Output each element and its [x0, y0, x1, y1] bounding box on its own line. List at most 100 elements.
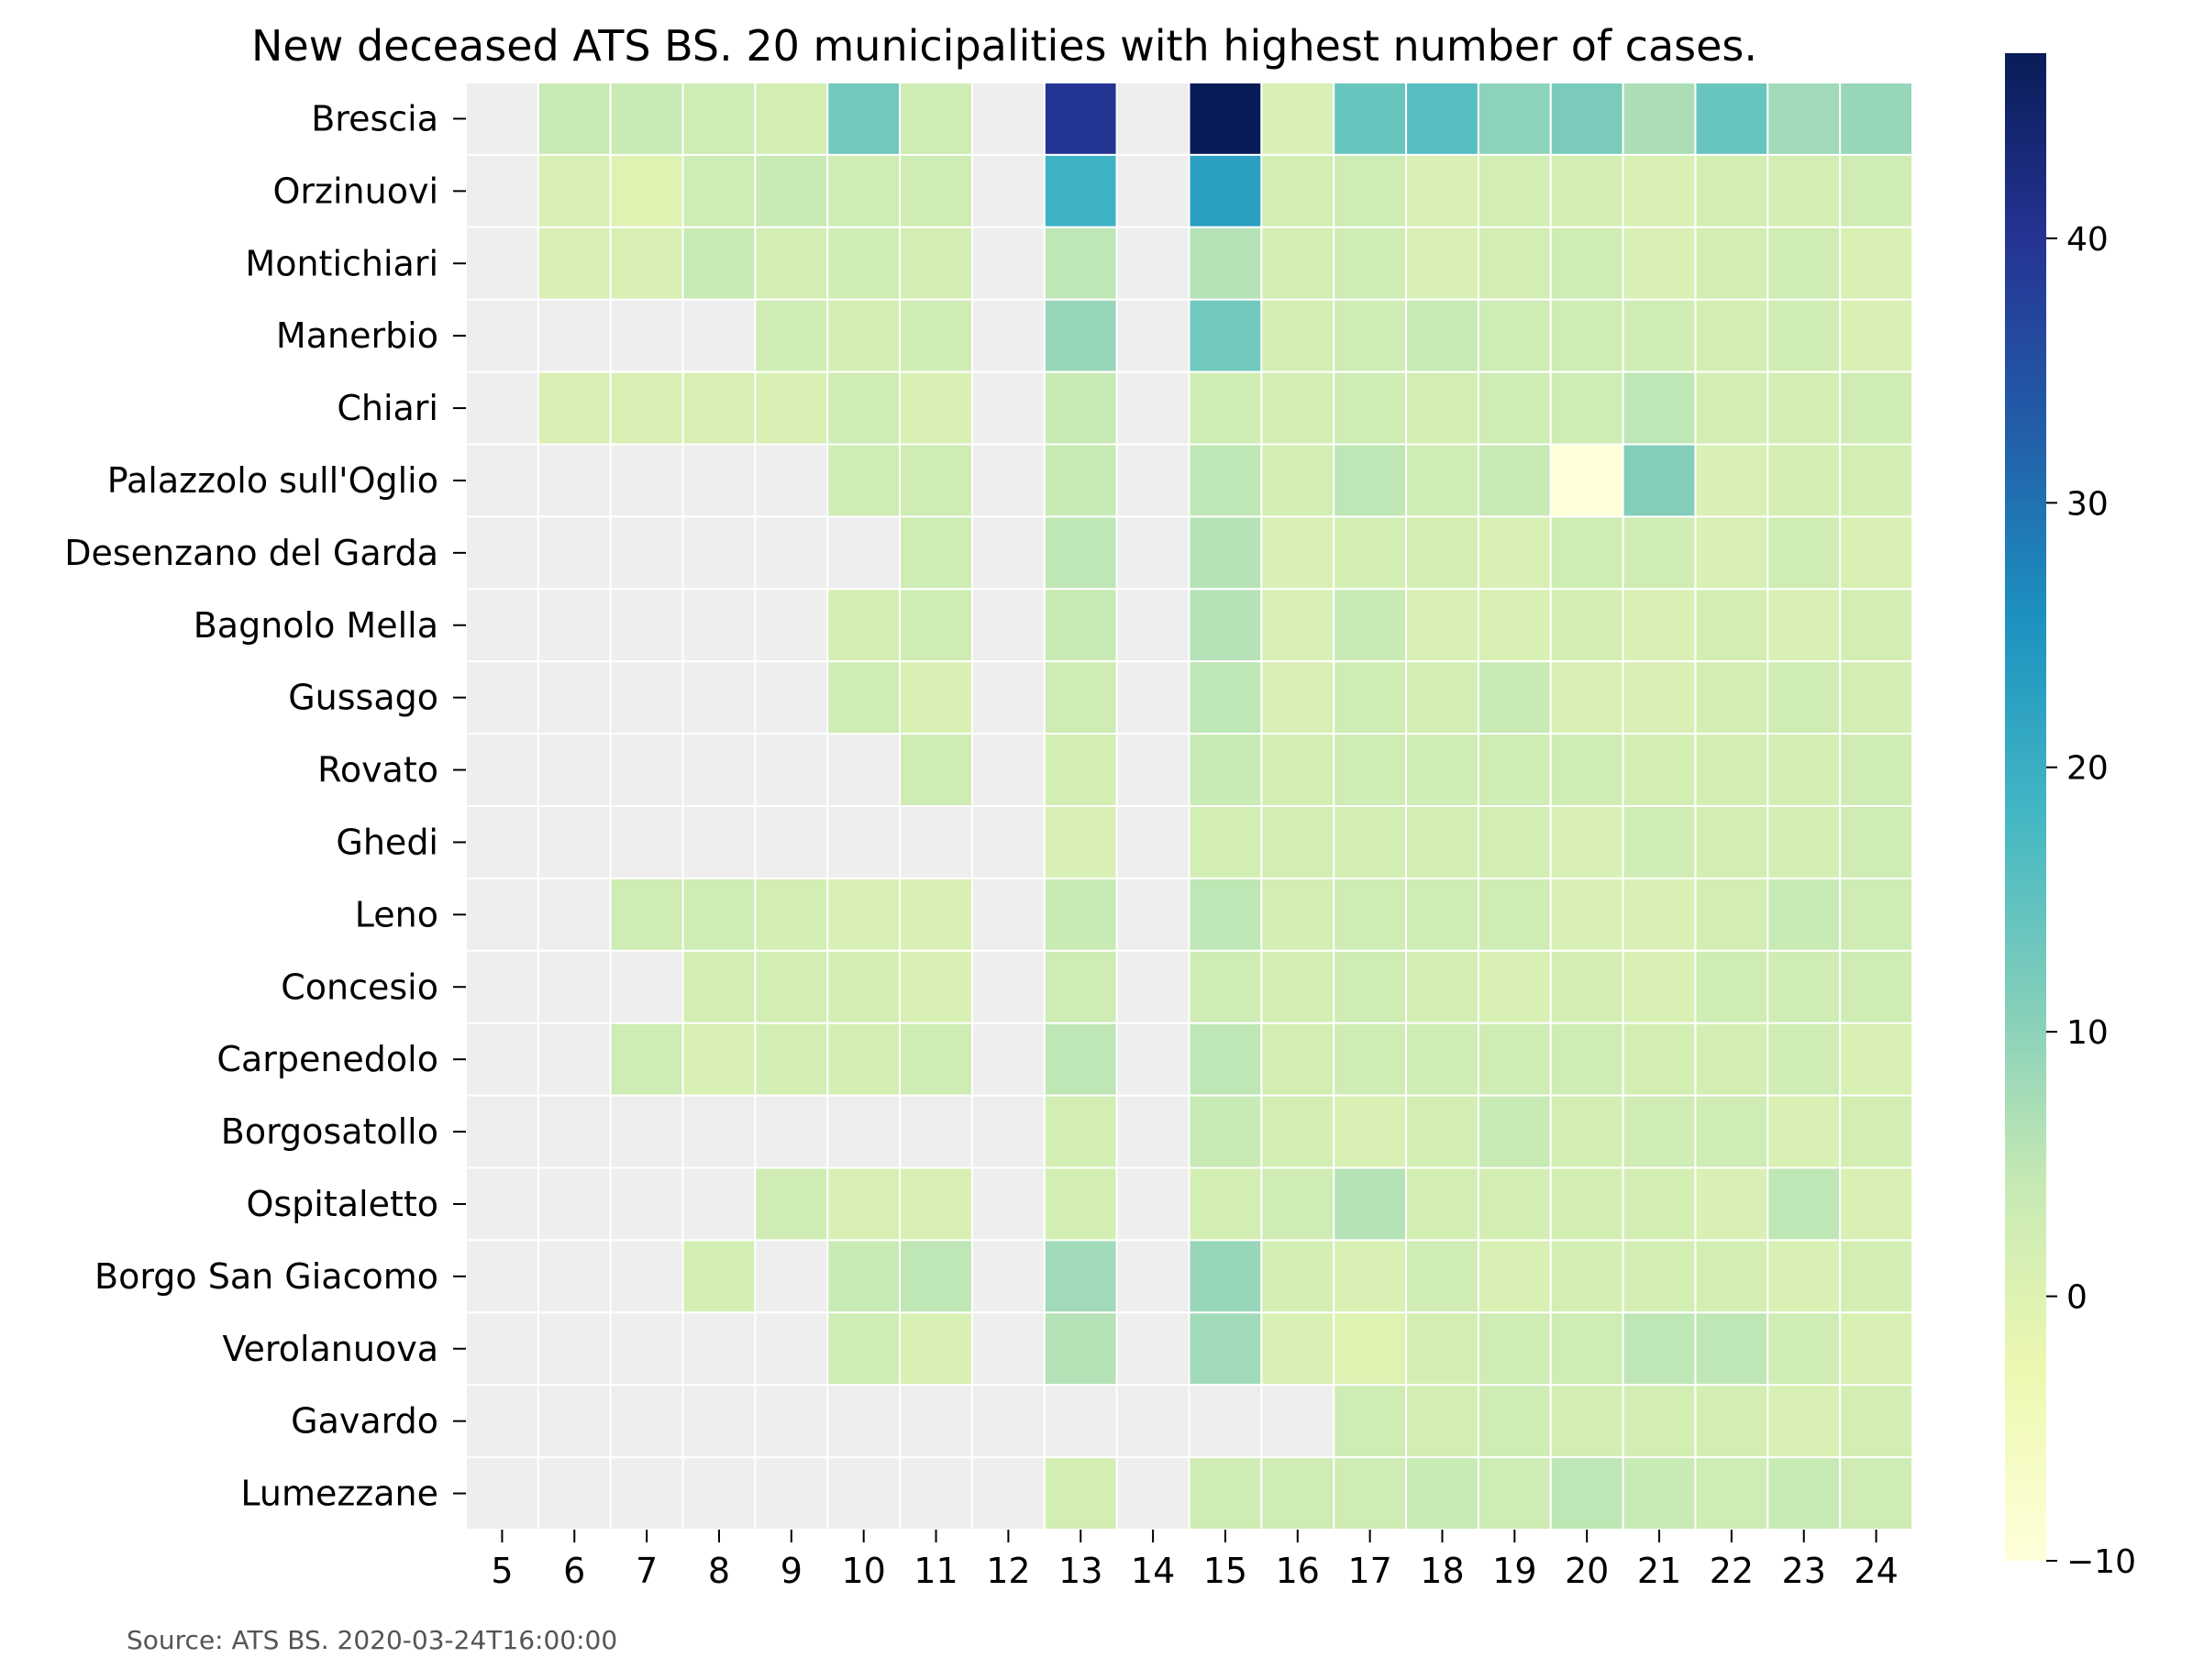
heatmap-cell: [1333, 877, 1408, 952]
colorbar-tick-label: 20: [2066, 750, 2109, 788]
heatmap-cell: [1622, 1384, 1697, 1459]
heatmap-cell: [1188, 153, 1263, 228]
x-tick-label: 17: [1347, 1551, 1391, 1591]
heatmap-cell: [1767, 1239, 1842, 1314]
heatmap-cell: [1839, 1384, 1914, 1459]
heatmap-cell: [1260, 877, 1335, 952]
y-tick-label: Manerbio: [276, 315, 438, 356]
heatmap-cell: [899, 443, 973, 518]
heatmap-cell: [1694, 733, 1769, 807]
heatmap-cell: [537, 877, 612, 952]
heatmap-cell: [899, 949, 973, 1024]
heatmap-cell: [1767, 298, 1842, 373]
heatmap-cell: [826, 443, 902, 518]
heatmap-cell: [1115, 443, 1191, 518]
heatmap-cell: [609, 1239, 684, 1314]
heatmap-cell: [1622, 1094, 1697, 1169]
heatmap-cell: [609, 370, 684, 446]
heatmap-cell: [1405, 733, 1479, 807]
heatmap-cell: [970, 660, 1046, 735]
colorbar-tick-label: −10: [2066, 1543, 2136, 1581]
heatmap-cell: [1767, 153, 1842, 228]
heatmap-cell: [1839, 660, 1914, 735]
heatmap-cell: [465, 877, 539, 952]
heatmap-cell: [1405, 949, 1479, 1024]
heatmap-cell: [754, 1456, 829, 1531]
heatmap-cell: [1405, 805, 1479, 879]
heatmap-cell: [465, 1456, 539, 1531]
heatmap-cell: [1260, 733, 1335, 807]
heatmap-cell: [681, 443, 757, 518]
heatmap-cell: [609, 877, 684, 952]
heatmap-cell: [1333, 588, 1408, 663]
heatmap-cell: [826, 1384, 902, 1459]
heatmap-cell: [1333, 443, 1408, 518]
heatmap-cell: [1260, 1094, 1335, 1169]
heatmap-cell: [1115, 1094, 1191, 1169]
heatmap-cell: [465, 805, 539, 879]
heatmap-cell: [1405, 226, 1479, 301]
heatmap-cell: [1477, 588, 1552, 663]
heatmap-cell: [1767, 877, 1842, 952]
heatmap-cell: [1839, 1094, 1914, 1169]
y-tick-label: Borgo San Giacomo: [94, 1256, 438, 1297]
heatmap-cell: [899, 877, 973, 952]
heatmap-cell: [537, 733, 612, 807]
heatmap-cell: [1477, 660, 1552, 735]
heatmap-cell: [1549, 733, 1624, 807]
heatmap-cell: [899, 226, 973, 301]
heatmap-cell: [826, 226, 902, 301]
x-tick-label: 12: [986, 1551, 1030, 1591]
x-tick-label: 18: [1420, 1551, 1464, 1591]
heatmap-cell: [1839, 588, 1914, 663]
heatmap-cell: [465, 1311, 539, 1387]
heatmap-cell: [754, 1094, 829, 1169]
heatmap-cell: [754, 1166, 829, 1242]
y-tick-label: Rovato: [317, 750, 438, 790]
heatmap-cell: [1694, 877, 1769, 952]
heatmap-cell: [537, 1022, 612, 1097]
chart-title: New deceased ATS BS. 20 municipalities w…: [251, 21, 1757, 71]
heatmap-cell: [681, 1022, 757, 1097]
heatmap-cell: [537, 370, 612, 446]
heatmap-cell: [1405, 1384, 1479, 1459]
heatmap-cell: [1477, 1456, 1552, 1531]
heatmap-cell: [1549, 515, 1624, 591]
heatmap-cell: [1694, 1384, 1769, 1459]
heatmap-cell: [1333, 1166, 1408, 1242]
y-tick-label: Ospitaletto: [246, 1184, 438, 1224]
heatmap-cell: [1549, 370, 1624, 446]
x-tick-label: 15: [1203, 1551, 1247, 1591]
y-tick-label: Gavardo: [291, 1401, 438, 1442]
heatmap-cell: [899, 1311, 973, 1387]
heatmap-cell: [1260, 1166, 1335, 1242]
heatmap-cell: [970, 949, 1046, 1024]
heatmap-cell: [1549, 588, 1624, 663]
colorbar-tick-label: 0: [2066, 1279, 2088, 1317]
heatmap-cell: [1767, 515, 1842, 591]
heatmap-cell: [537, 226, 612, 301]
heatmap-cell: [1188, 805, 1263, 879]
heatmap-cell: [1043, 226, 1118, 301]
heatmap-cell: [609, 1166, 684, 1242]
heatmap-cell: [1260, 443, 1335, 518]
heatmap-cell: [970, 1456, 1046, 1531]
heatmap-cell: [1622, 226, 1697, 301]
heatmap-cell: [465, 82, 539, 156]
heatmap-cell: [1333, 370, 1408, 446]
heatmap-cells: [465, 82, 1914, 1531]
heatmap-cell: [1188, 226, 1263, 301]
heatmap-cell: [1694, 443, 1769, 518]
heatmap-cell: [1839, 226, 1914, 301]
heatmap-cell: [1260, 1311, 1335, 1387]
heatmap-cell: [1405, 153, 1479, 228]
heatmap-cell: [1694, 1094, 1769, 1169]
heatmap-cell: [1839, 298, 1914, 373]
heatmap-cell: [1767, 1166, 1842, 1242]
heatmap-cell: [1622, 1456, 1697, 1531]
heatmap-cell: [1549, 949, 1624, 1024]
heatmap-cell: [1622, 82, 1697, 156]
heatmap-cell: [1333, 949, 1408, 1024]
heatmap-cell: [1622, 660, 1697, 735]
colorbar: [2005, 53, 2046, 1561]
